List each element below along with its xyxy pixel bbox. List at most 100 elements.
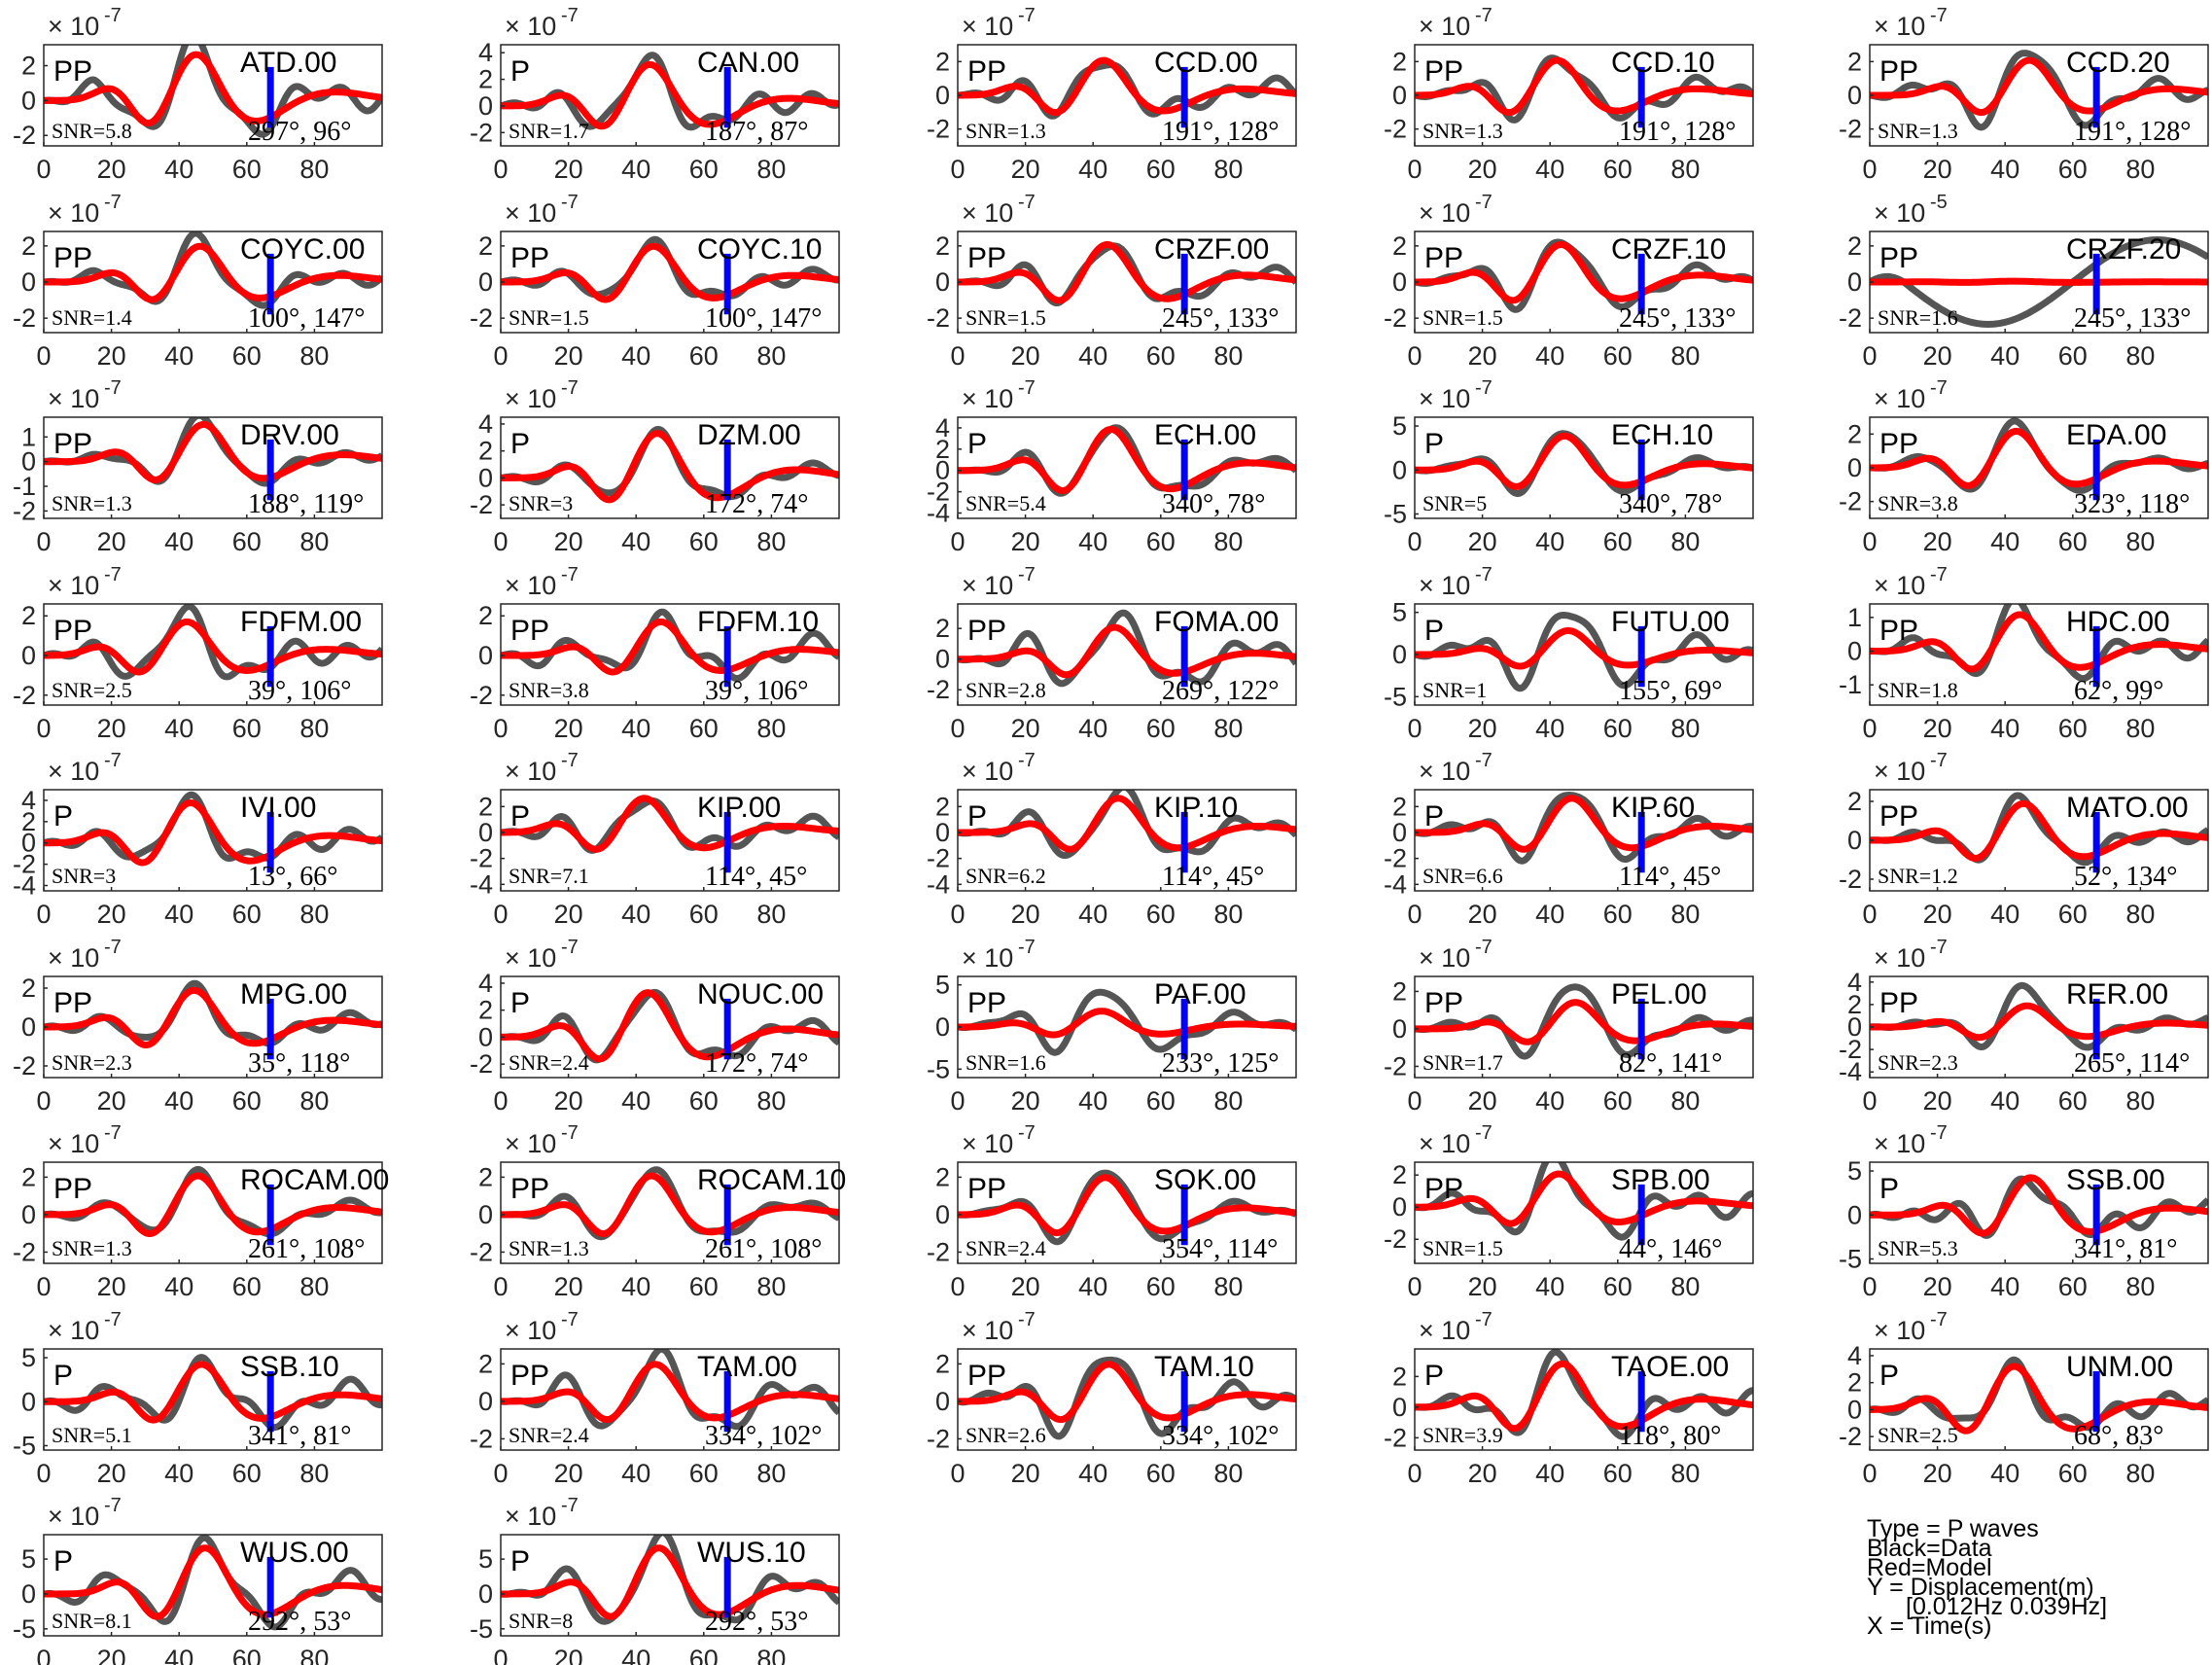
exponent-label: × 10 bbox=[1419, 1129, 1470, 1158]
x-tick-label: 20 bbox=[97, 900, 126, 929]
exponent-power: -7 bbox=[1018, 750, 1036, 771]
y-tick-label: -2 bbox=[470, 681, 493, 710]
azimuth-takeoff-label: 261°, 108° bbox=[705, 1234, 822, 1264]
x-tick-label: 20 bbox=[1011, 1272, 1040, 1301]
x-tick-label: 40 bbox=[1535, 1086, 1564, 1116]
x-tick-label: 80 bbox=[299, 155, 329, 184]
traces bbox=[1870, 236, 2208, 328]
x-tick-label: 60 bbox=[1603, 900, 1633, 929]
model-trace bbox=[501, 242, 839, 303]
y-tick-label: 0 bbox=[478, 1387, 493, 1416]
x-tick-label: 80 bbox=[2125, 527, 2155, 556]
phase-label: P bbox=[510, 428, 530, 460]
model-trace bbox=[1415, 795, 1753, 853]
x-tick-label: 80 bbox=[299, 1459, 329, 1488]
x-tick-label: 40 bbox=[1535, 900, 1564, 929]
pick-marker bbox=[2092, 66, 2100, 128]
x-tick-label: 20 bbox=[554, 1645, 583, 1665]
data-trace bbox=[958, 609, 1296, 688]
y-tick-label: -2 bbox=[470, 303, 493, 333]
model-trace bbox=[44, 618, 382, 676]
y-tick-label: -2 bbox=[13, 303, 36, 333]
y-tick-label: -2 bbox=[1384, 1423, 1407, 1452]
pick-marker bbox=[266, 625, 274, 688]
x-tick-label: 20 bbox=[1011, 1459, 1040, 1488]
snr-label: SNR=2.6 bbox=[966, 1423, 1046, 1447]
y-tick-label: 0 bbox=[21, 86, 36, 115]
traces bbox=[958, 1169, 1296, 1246]
y-tick-label: 0 bbox=[1847, 1012, 1862, 1042]
traces bbox=[501, 608, 839, 683]
snr-label: SNR=3.8 bbox=[509, 678, 589, 702]
y-tick-label: -4 bbox=[1384, 869, 1407, 899]
phase-label: P bbox=[1424, 428, 1444, 460]
pick-marker bbox=[723, 1184, 731, 1246]
legend-band: [0.012Hz 0.039Hz] bbox=[1906, 1593, 2107, 1620]
x-tick-label: 80 bbox=[299, 714, 329, 743]
traces bbox=[44, 979, 382, 1048]
legend-black: Black=Data bbox=[1867, 1535, 1992, 1562]
snr-label: SNR=2.3 bbox=[1878, 1050, 1958, 1075]
pick-marker bbox=[1180, 1370, 1188, 1433]
exponent-power: -7 bbox=[561, 937, 579, 958]
y-tick-label: -2 bbox=[470, 118, 493, 147]
x-tick-label: 0 bbox=[36, 1086, 51, 1116]
model-trace bbox=[958, 426, 1296, 494]
y-tick-label: 0 bbox=[1392, 455, 1407, 484]
x-tick-label: 80 bbox=[1670, 1086, 1700, 1116]
x-tick-label: 80 bbox=[1213, 1459, 1243, 1488]
model-trace bbox=[1870, 1002, 2208, 1042]
model-trace bbox=[501, 1544, 839, 1620]
exponent-power: -7 bbox=[1475, 5, 1492, 26]
x-tick-label: 60 bbox=[232, 714, 262, 743]
snr-label: SNR=1.3 bbox=[52, 491, 132, 515]
phase-label: PP bbox=[1879, 55, 1918, 88]
azimuth-takeoff-label: 334°, 102° bbox=[1162, 1421, 1279, 1451]
traces bbox=[44, 791, 382, 867]
data-trace bbox=[44, 1535, 382, 1631]
axes-box bbox=[957, 789, 1297, 892]
station-label: TAM.10 bbox=[1154, 1351, 1254, 1383]
exponent-label: × 10 bbox=[48, 384, 99, 413]
exponent-label: × 10 bbox=[505, 384, 556, 413]
axes-box bbox=[43, 789, 383, 892]
x-tick-label: 20 bbox=[1923, 527, 1952, 556]
station-label: TAOE.00 bbox=[1611, 1351, 1729, 1383]
axes-box bbox=[1869, 1348, 2209, 1451]
y-tick-label: 2 bbox=[1847, 1368, 1862, 1398]
x-tick-label: 60 bbox=[2058, 1459, 2088, 1488]
y-tick-label: 2 bbox=[1392, 231, 1407, 261]
y-tick-label: 2 bbox=[1392, 1362, 1407, 1391]
station-label: CCD.00 bbox=[1154, 47, 1258, 79]
station-label: HDC.00 bbox=[2066, 606, 2170, 638]
pick-marker bbox=[723, 66, 731, 128]
y-tick-label: 2 bbox=[478, 65, 493, 94]
model-trace bbox=[44, 242, 382, 303]
exponent-label: × 10 bbox=[1874, 1316, 1925, 1345]
x-tick-label: 20 bbox=[554, 527, 583, 556]
x-tick-label: 0 bbox=[36, 714, 51, 743]
x-tick-label: 40 bbox=[621, 714, 650, 743]
phase-label: P bbox=[1879, 1173, 1899, 1205]
exponent-label: × 10 bbox=[962, 757, 1013, 786]
traces bbox=[1415, 430, 1753, 497]
snr-label: SNR=8 bbox=[509, 1609, 573, 1633]
traces bbox=[958, 56, 1296, 120]
snr-label: SNR=3.8 bbox=[1878, 491, 1958, 515]
axes-box bbox=[1414, 975, 1754, 1079]
phase-label: P bbox=[510, 987, 530, 1019]
x-tick-label: 60 bbox=[1146, 1272, 1176, 1301]
axes-box bbox=[957, 1348, 1297, 1451]
x-tick-label: 40 bbox=[164, 1459, 193, 1488]
y-tick-label: 0 bbox=[1392, 267, 1407, 297]
pick-marker bbox=[1637, 998, 1645, 1060]
x-tick-label: 40 bbox=[164, 1086, 193, 1116]
exponent-label: × 10 bbox=[1419, 571, 1470, 600]
